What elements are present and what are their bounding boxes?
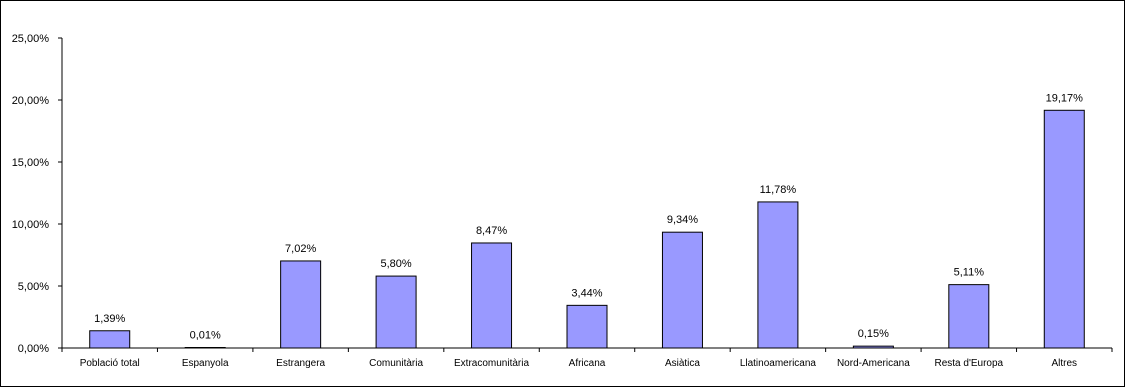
bar <box>1043 109 1085 349</box>
data-label: 7,02% <box>285 243 316 255</box>
data-label: 11,78% <box>760 184 797 196</box>
data-label: 0,01% <box>190 330 221 342</box>
x-category-label: Espanyola <box>182 358 229 369</box>
bar <box>661 231 703 349</box>
bar <box>471 242 513 349</box>
x-axis: Població total Espanyola Estrangera Comunit… <box>61 347 1113 369</box>
data-label: 3,44% <box>571 287 602 299</box>
data-label: 1,39% <box>94 313 125 325</box>
x-category-label: Estrangera <box>276 358 325 369</box>
x-category-label: Població total <box>80 358 140 369</box>
data-label: 5,11% <box>954 267 985 279</box>
bars <box>89 109 1085 349</box>
y-tick-label: 15,00% <box>12 157 50 169</box>
y-tick-label: 0,00% <box>18 343 49 355</box>
data-labels: 1,39% 0,01% 7,02% 5,80% 8,47% 3,44% 9,34% 11,78… <box>94 92 1083 341</box>
x-category-label: Resta d'Europa <box>935 358 1004 369</box>
bar <box>375 275 417 349</box>
bar <box>852 345 894 349</box>
bar <box>89 330 131 349</box>
data-label: 9,34% <box>667 214 698 226</box>
bar <box>757 201 799 349</box>
data-label: 0,15% <box>858 328 889 340</box>
data-label: 8,47% <box>476 225 507 237</box>
y-tick-label: 25,00% <box>12 33 50 45</box>
x-category-label: Asiàtica <box>665 358 700 369</box>
x-category-label: Comunitària <box>369 358 423 369</box>
bar <box>566 304 608 349</box>
y-axis: 0,00% 5,00% 10,00% 15,00% 20,00% 25,00% <box>12 33 63 355</box>
data-label: 5,80% <box>380 258 411 270</box>
x-category-label: Altres <box>1051 358 1077 369</box>
x-category-label: Nord-Americana <box>837 358 910 369</box>
y-tick-label: 10,00% <box>12 219 50 231</box>
y-tick-label: 20,00% <box>12 95 50 107</box>
bar <box>948 284 990 349</box>
bar <box>280 260 322 349</box>
y-tick-label: 5,00% <box>18 281 49 293</box>
x-category-label: Llatinoamericana <box>740 358 817 369</box>
bar <box>184 347 226 349</box>
data-label: 19,17% <box>1046 92 1084 104</box>
x-category-label: Africana <box>569 358 606 369</box>
x-category-label: Extracomunitària <box>454 358 529 369</box>
